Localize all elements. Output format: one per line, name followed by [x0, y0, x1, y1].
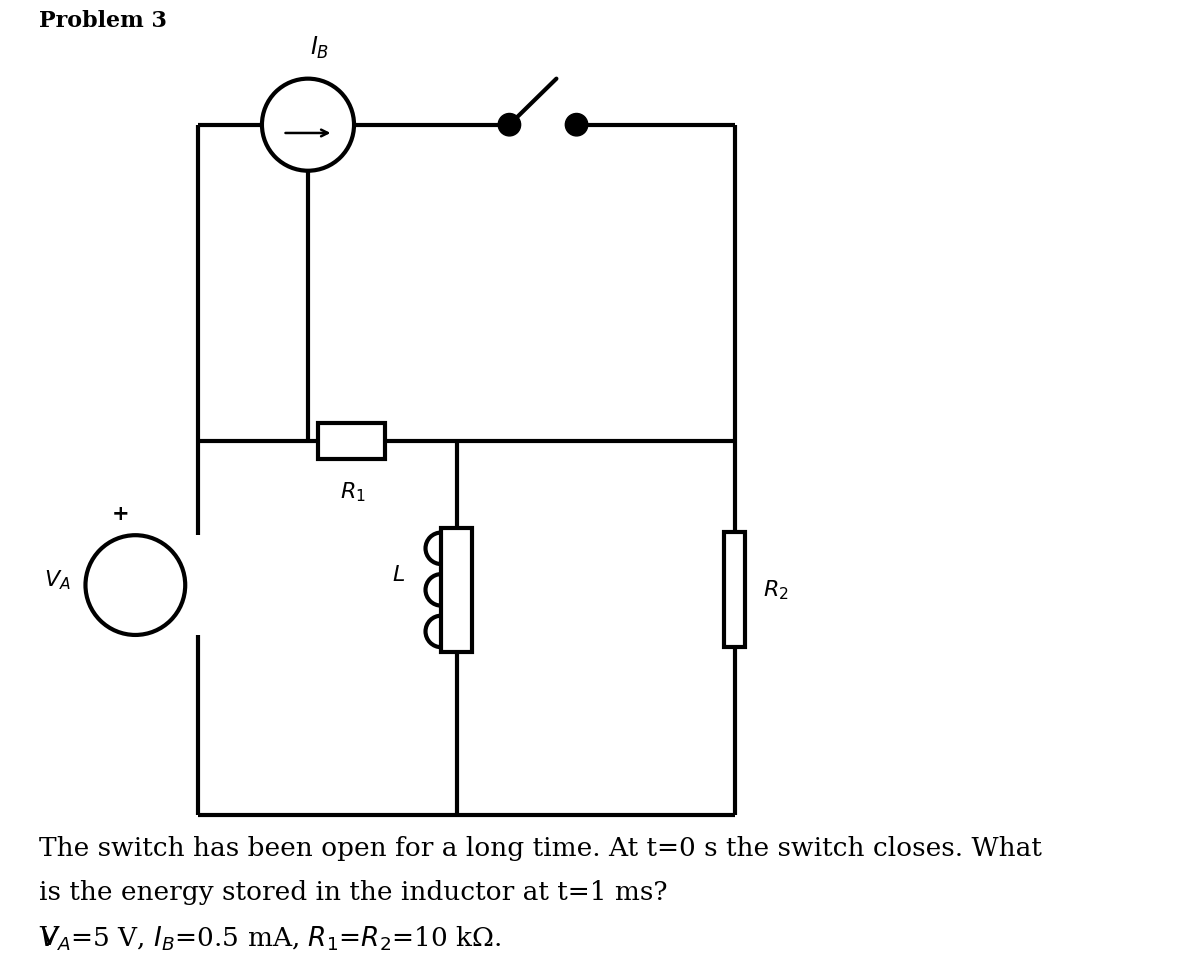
Text: Problem 3: Problem 3: [40, 10, 167, 32]
Text: $L$: $L$: [392, 564, 404, 586]
Text: $R_2$: $R_2$: [763, 579, 788, 602]
Text: $I_B$: $I_B$: [310, 36, 329, 62]
Text: The switch has been open for a long time. At t=0 s the switch closes. What: The switch has been open for a long time…: [40, 836, 1043, 861]
Bar: [725, 532, 745, 648]
Circle shape: [498, 113, 521, 136]
Text: $R_1$: $R_1$: [340, 480, 366, 505]
Circle shape: [85, 535, 185, 635]
Text: is the energy stored in the inductor at t=1 ms?: is the energy stored in the inductor at …: [40, 880, 668, 905]
Circle shape: [262, 79, 354, 171]
Bar: [318, 423, 385, 459]
Text: +: +: [112, 504, 130, 524]
Bar: [442, 528, 472, 653]
Circle shape: [565, 113, 588, 136]
Text: $V_A$=5 V, $I_B$=0.5 mA, $R_1$=$R_2$=10 kΩ.: $V_A$=5 V, $I_B$=0.5 mA, $R_1$=$R_2$=10 …: [40, 924, 502, 953]
Text: V: V: [40, 924, 59, 949]
Text: $V_A$: $V_A$: [44, 569, 71, 592]
